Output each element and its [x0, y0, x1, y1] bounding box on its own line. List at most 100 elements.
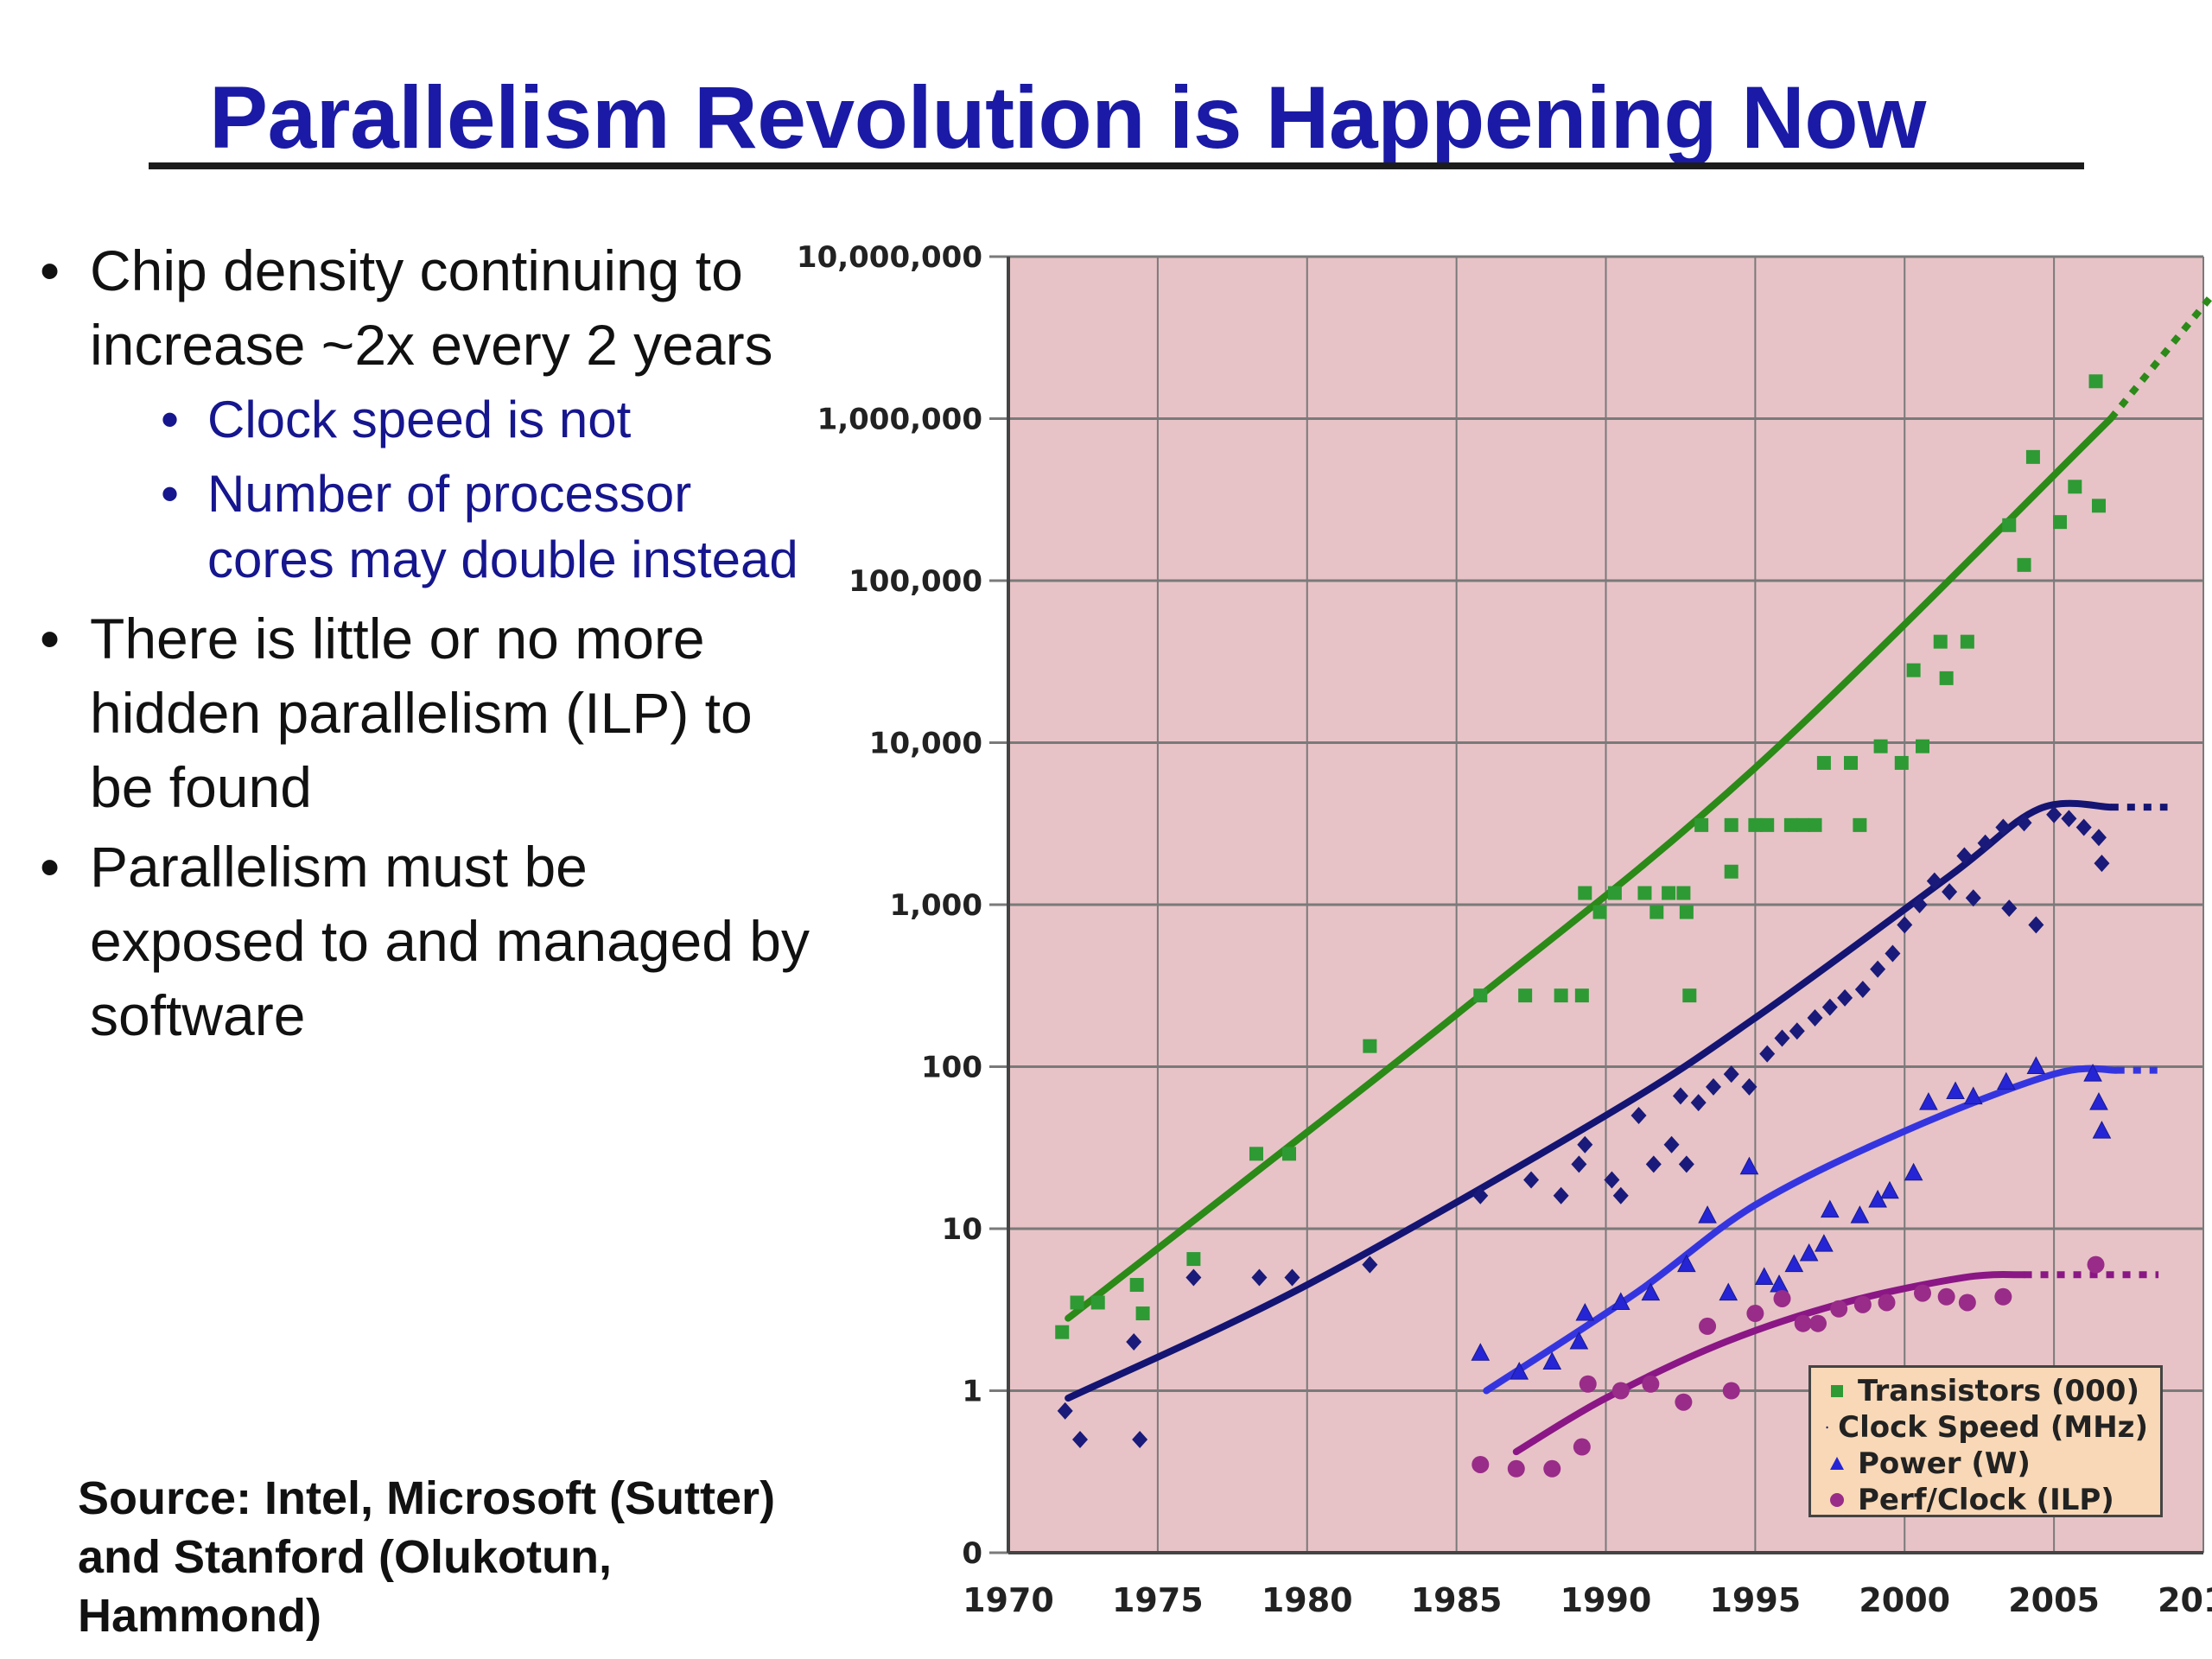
data-point-transistors: [1554, 988, 1568, 1003]
data-point-ilp: [1543, 1459, 1561, 1478]
data-point-transistors: [2053, 515, 2068, 530]
legend-item: Transistors (000): [1825, 1373, 2148, 1409]
legend-triangle-marker-icon: [1830, 1457, 1844, 1470]
x-tick-label: 1985: [1411, 1581, 1503, 1619]
y-tick-label: 1,000: [889, 888, 982, 923]
data-point-transistors: [1960, 634, 1974, 649]
data-point-transistors: [1574, 988, 1589, 1003]
data-point-clock-speed: [1911, 896, 1928, 913]
y-tick-label: 1: [962, 1375, 982, 1409]
y-tick-label: 100: [921, 1051, 982, 1085]
data-point-ilp: [1913, 1284, 1931, 1302]
data-point-power: [1739, 1156, 1759, 1175]
data-point-clock-speed: [1885, 944, 1901, 963]
data-point-ilp: [1808, 1314, 1827, 1332]
data-point-transistors: [1915, 739, 1929, 753]
data-point-power: [2083, 1064, 2102, 1082]
data-point-transistors: [1135, 1306, 1150, 1321]
data-point-clock-speed: [1774, 1029, 1790, 1047]
data-point-transistors: [1518, 988, 1533, 1003]
legend-label: Clock Speed (MHz): [1838, 1410, 2148, 1445]
data-point-power: [1575, 1302, 1595, 1321]
data-point-ilp: [1746, 1305, 1764, 1323]
data-point-transistors: [1679, 905, 1694, 919]
data-point-power: [2089, 1092, 2108, 1110]
x-tick-label: 1990: [1560, 1581, 1652, 1619]
trend-line: [1483, 1065, 2120, 1395]
data-point-power: [1799, 1243, 1819, 1262]
data-point-clock-speed: [1690, 1094, 1707, 1112]
legend-label: Power (W): [1858, 1446, 2031, 1481]
data-point-transistors: [2091, 499, 2106, 513]
data-point-power: [1698, 1205, 1717, 1224]
data-point-transistors: [1070, 1295, 1084, 1310]
data-point-power: [1880, 1180, 1899, 1199]
data-point-power: [1611, 1292, 1630, 1310]
data-point-transistors: [1760, 817, 1775, 832]
data-point-clock-speed: [1821, 998, 1838, 1016]
y-tick-label: 100,000: [849, 564, 982, 599]
legend-diamond-marker-icon: [1826, 1426, 1829, 1429]
data-point-clock-speed: [1362, 1255, 1378, 1274]
data-point-clock-speed: [1995, 818, 2012, 836]
data-point-clock-speed: [2001, 899, 2018, 918]
x-tick-label: 1970: [963, 1581, 1054, 1619]
chart-legend: Transistors (000) Clock Speed (MHz) Powe…: [1808, 1365, 2163, 1517]
y-tick-label: 10: [942, 1212, 982, 1247]
data-point-clock-speed: [1956, 847, 1973, 865]
data-point-clock-speed: [1604, 1171, 1620, 1189]
data-point-transistors: [1933, 634, 1948, 649]
data-point-power: [1784, 1254, 1804, 1273]
data-point-clock-speed: [1472, 1186, 1489, 1205]
bullet-text: Parallelism must be exposed to and manag…: [90, 835, 810, 1047]
data-point-clock-speed: [1663, 1135, 1680, 1154]
legend-circle-marker-icon: [1830, 1493, 1844, 1507]
data-point-power: [1996, 1071, 2016, 1090]
data-point-power: [1569, 1331, 1589, 1350]
data-point-transistors: [1282, 1147, 1297, 1161]
data-point-transistors: [1363, 1039, 1377, 1053]
data-point-clock-speed: [1977, 834, 1993, 852]
data-point-transistors: [1783, 817, 1798, 832]
data-point-clock-speed: [1789, 1022, 1805, 1040]
data-point-clock-speed: [2016, 814, 2032, 832]
data-point-clock-speed: [1612, 1186, 1629, 1205]
data-point-ilp: [1878, 1294, 1896, 1312]
data-point-transistors: [1939, 671, 1954, 685]
data-point-transistors: [2025, 449, 2040, 464]
y-tick-label: 1,000,000: [817, 403, 982, 437]
data-point-clock-speed: [1284, 1268, 1300, 1287]
data-point-transistors: [1682, 988, 1697, 1003]
x-tick-label: 1975: [1112, 1581, 1204, 1619]
x-tick-label: 1980: [1262, 1581, 1353, 1619]
y-tick-label: 10,000,000: [797, 240, 982, 275]
data-point-ilp: [1830, 1300, 1848, 1318]
data-point-clock-speed: [1837, 988, 1853, 1007]
data-point-ilp: [1937, 1287, 1955, 1306]
data-point-power: [1754, 1267, 1774, 1285]
data-point-power: [1677, 1254, 1696, 1273]
data-point-ilp: [2087, 1255, 2105, 1274]
x-tick-label: 1995: [1709, 1581, 1801, 1619]
data-point-transistors: [1906, 663, 1921, 677]
data-point-ilp: [1579, 1375, 1597, 1393]
data-point-clock-speed: [1723, 1065, 1739, 1084]
data-point-ilp: [1722, 1382, 1740, 1400]
data-point-ilp: [1507, 1459, 1525, 1478]
data-point-ilp: [1853, 1295, 1872, 1313]
data-point-clock-speed: [1132, 1430, 1148, 1448]
sub-bullet-text: Clock speed is not: [207, 391, 632, 448]
data-point-transistors: [1676, 886, 1691, 900]
data-point-clock-speed: [1523, 1171, 1540, 1189]
data-point-clock-speed: [1057, 1402, 1073, 1420]
y-tick-label: 10,000: [869, 727, 982, 761]
data-point-transistors: [1853, 817, 1867, 832]
data-point-clock-speed: [1759, 1045, 1776, 1063]
data-point-transistors: [1186, 1252, 1201, 1267]
data-point-ilp: [1794, 1314, 1812, 1332]
data-point-power: [1471, 1343, 1491, 1361]
data-point-transistors: [2088, 374, 2103, 389]
legend-item: Power (W): [1825, 1446, 2148, 1482]
data-point-ilp: [1573, 1438, 1591, 1456]
